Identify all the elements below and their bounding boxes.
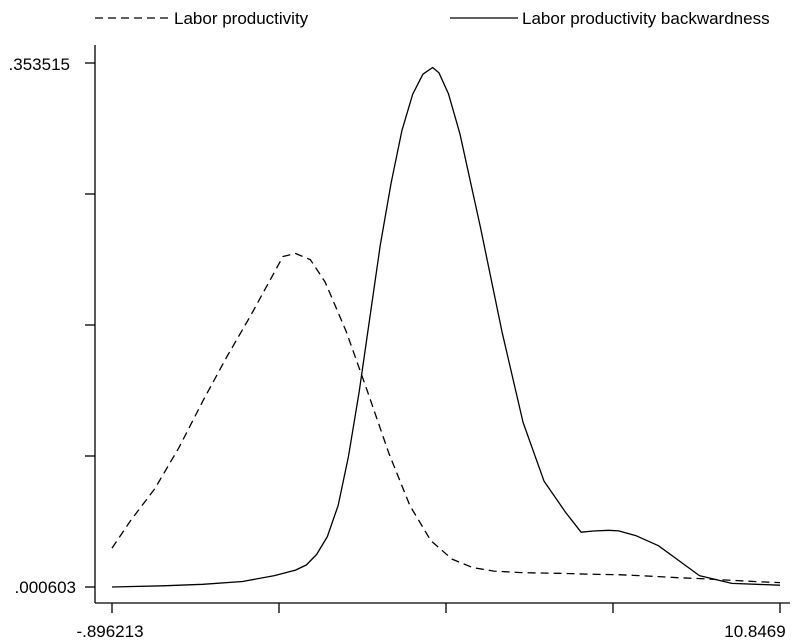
legend-label-labor-productivity: Labor productivity	[174, 9, 309, 28]
plot-area	[111, 66, 781, 588]
series-line-labor-productivity-backwardness	[111, 66, 781, 588]
y-axis-ticks	[85, 62, 95, 588]
x-tick-label-max: 10.8469	[724, 622, 785, 641]
legend-label-labor-productivity-backwardness: Labor productivity backwardness	[522, 9, 770, 28]
series-line-labor-productivity	[111, 252, 781, 584]
x-axis-ticks	[111, 603, 781, 613]
legend: Labor productivity Labor productivity ba…	[95, 9, 770, 28]
y-tick-label-min: .000603	[15, 578, 76, 597]
y-tick-label-max: .353515	[9, 55, 70, 74]
x-tick-label-min: -.896213	[76, 622, 143, 641]
